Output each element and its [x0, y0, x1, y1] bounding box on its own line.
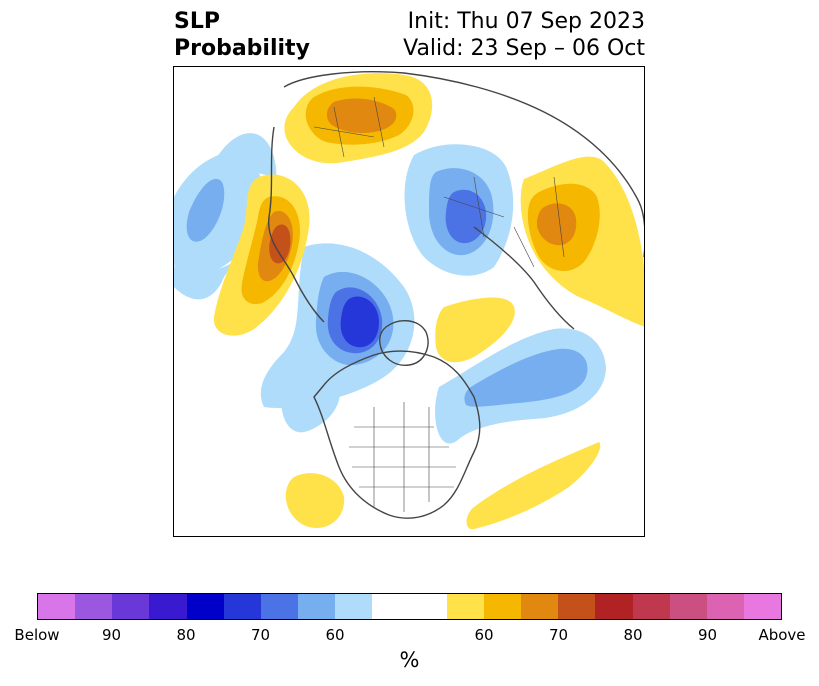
anomaly-mid-blue-atlantic	[464, 348, 588, 407]
colorbar-segment	[743, 594, 782, 619]
colorbar-tick-label: 60	[474, 626, 494, 644]
anomaly-mid-blue-west	[186, 178, 225, 242]
colorbar-segment	[669, 594, 707, 619]
anomaly-light-blue-canada	[280, 363, 340, 433]
colorbar-tick-label: 80	[623, 626, 643, 644]
coastline-north-america	[313, 350, 481, 519]
map-canvas	[174, 71, 644, 530]
chart-title: SLP Probability	[174, 8, 310, 62]
colorbar-segment	[483, 594, 522, 619]
colorbar-segment	[298, 594, 336, 619]
title-line-1: SLP	[174, 9, 220, 34]
colorbar-tick-label: 90	[697, 626, 718, 644]
anomaly-dark-orange-asia-west	[269, 224, 291, 264]
colorbar-segment	[632, 594, 670, 619]
colorbar-tick-label: 80	[176, 626, 196, 644]
colorbar-ticks: Below 90 80 70 60 60 70 80 90 Above	[0, 626, 819, 646]
colorbar-segment	[112, 594, 150, 619]
anomaly-yellow-central	[435, 297, 515, 363]
colorbar-segment	[223, 594, 261, 619]
colorbar-tick-label: 70	[548, 626, 569, 644]
anomaly-orange-east	[536, 203, 577, 246]
colorbar-segment	[372, 594, 410, 619]
colorbar-segment	[521, 594, 559, 619]
anomaly-deep-blue-pacific	[340, 296, 379, 348]
title-line-2: Probability	[174, 36, 310, 61]
probability-map	[173, 66, 645, 537]
anomaly-orange-europe	[326, 98, 397, 133]
colorbar-segment	[558, 594, 596, 619]
colorbar-segment	[75, 594, 113, 619]
colorbar-tick-label: 70	[250, 626, 271, 644]
colorbar-segment	[706, 594, 744, 619]
colorbar	[37, 593, 782, 620]
colorbar-segment	[149, 594, 187, 619]
colorbar-segment	[186, 594, 224, 619]
country-borders	[313, 96, 565, 512]
init-date: Init: Thu 07 Sep 2023	[407, 9, 645, 34]
colorbar-segment	[260, 594, 299, 619]
valid-range: Valid: 23 Sep – 06 Oct	[403, 36, 645, 61]
date-info: Init: Thu 07 Sep 2023 Valid: 23 Sep – 06…	[403, 8, 645, 62]
coastline-greenland	[379, 320, 429, 366]
colorbar-tick-label: Below	[14, 626, 60, 644]
colorbar-tick-label: Above	[758, 626, 806, 644]
colorbar-segment	[335, 594, 373, 619]
colorbar-unit-label: %	[399, 648, 420, 672]
anomaly-yellow-atlantic-south	[466, 442, 601, 530]
colorbar-segment	[595, 594, 633, 619]
anomaly-blue-siberia	[445, 189, 487, 244]
colorbar-tick-label: 90	[101, 626, 122, 644]
colorbar-tick-label: 60	[325, 626, 345, 644]
colorbar-segment	[38, 594, 76, 619]
anomaly-light-blue-west	[174, 133, 277, 300]
colorbar-segment	[409, 594, 447, 619]
coastline-eurasia	[268, 71, 644, 330]
anomaly-yellow-south	[285, 473, 345, 528]
colorbar-segment	[446, 594, 484, 619]
